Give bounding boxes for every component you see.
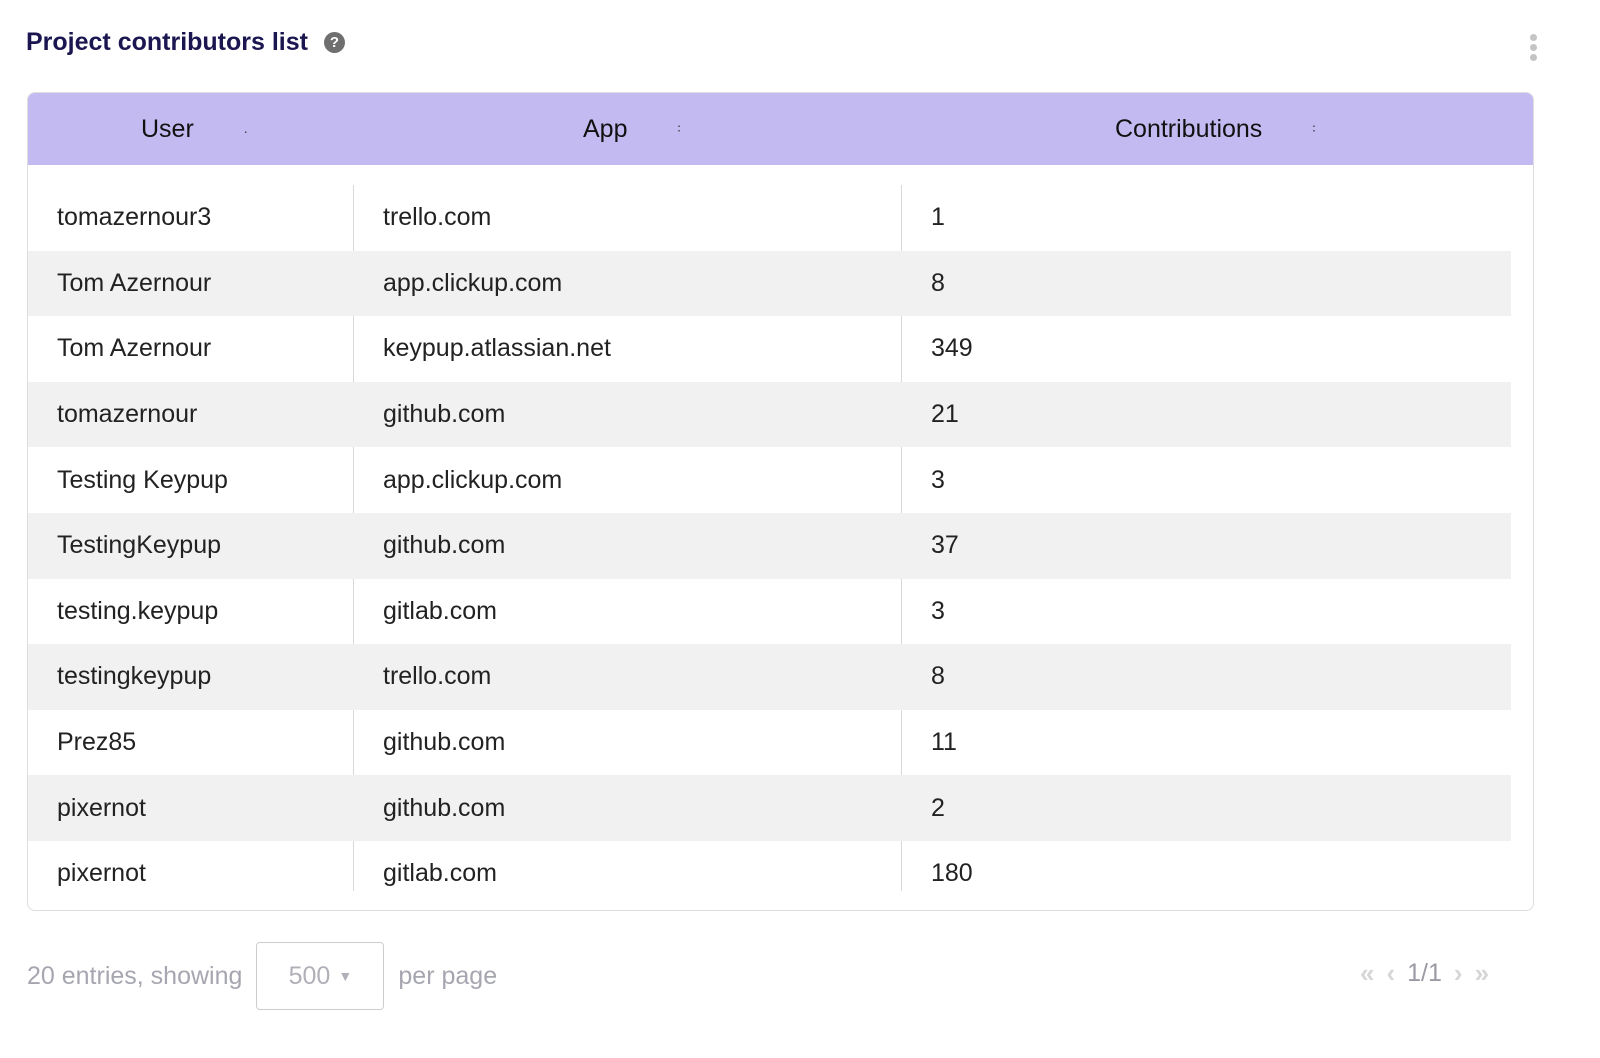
more-options-icon[interactable] xyxy=(1530,34,1537,61)
cell-contributions: 1 xyxy=(931,203,945,232)
table-row[interactable]: tomazernour3 trello.com 1 xyxy=(28,185,1511,251)
cell-contributions: 3 xyxy=(931,465,945,494)
cell-contributions: 8 xyxy=(931,268,945,297)
first-page-icon[interactable]: « xyxy=(1360,958,1375,988)
entries-count: 20 entries, showing xyxy=(27,961,243,990)
cell-app: github.com xyxy=(383,400,506,429)
cell-app: gitlab.com xyxy=(383,859,497,888)
table-row[interactable]: TestingKeypup github.com 37 xyxy=(28,512,1511,579)
table-header: User ․ App ∶ Contributions ∶ xyxy=(28,93,1533,165)
cell-app: gitlab.com xyxy=(383,596,497,625)
column-header-contributions[interactable]: Contributions ∶ xyxy=(1115,93,1315,165)
per-page-value: 500 xyxy=(288,961,331,990)
cell-contributions: 11 xyxy=(931,728,957,757)
page-title: Project contributors list ? xyxy=(26,28,345,57)
cell-user: Prez85 xyxy=(57,728,137,757)
pagination-footer: 20 entries, showing 500 ▼ per page xyxy=(27,942,497,1010)
next-page-icon[interactable]: › xyxy=(1453,958,1463,988)
pager: « ‹ 1/1 › » xyxy=(1360,958,1489,989)
column-label: App xyxy=(583,114,628,143)
column-header-user[interactable]: User ․ xyxy=(141,93,248,165)
cell-user: pixernot xyxy=(57,859,146,888)
table-row[interactable]: pixernot github.com 2 xyxy=(28,775,1511,841)
table-row[interactable]: Tom Azernour app.clickup.com 8 xyxy=(28,250,1511,317)
cell-app: github.com xyxy=(383,728,506,757)
cell-app: app.clickup.com xyxy=(383,268,563,297)
cell-app: github.com xyxy=(383,793,506,822)
cell-app: github.com xyxy=(383,531,506,560)
title-text: Project contributors list xyxy=(26,28,308,56)
cell-contributions: 349 xyxy=(931,334,973,363)
help-icon[interactable]: ? xyxy=(323,32,345,53)
table-row[interactable]: testingkeypup trello.com 8 xyxy=(28,644,1511,710)
cell-app: keypup.atlassian.net xyxy=(383,334,611,363)
cell-user: Tom Azernour xyxy=(57,334,212,363)
table-row[interactable]: tomazernour github.com 21 xyxy=(28,381,1511,448)
table-row[interactable]: Testing Keypup app.clickup.com 3 xyxy=(28,447,1511,513)
cell-user: tomazernour xyxy=(57,400,198,429)
per-page-select[interactable]: 500 ▼ xyxy=(256,942,385,1010)
sort-icon[interactable]: ∶ xyxy=(1312,122,1316,136)
cell-app: trello.com xyxy=(383,203,492,232)
table-row[interactable]: testing.keypup gitlab.com 3 xyxy=(28,579,1511,645)
per-page-label: per page xyxy=(398,961,498,990)
sort-icon[interactable]: ∶ xyxy=(677,122,681,136)
cell-app: trello.com xyxy=(383,662,492,691)
last-page-icon[interactable]: » xyxy=(1474,958,1490,988)
cell-contributions: 2 xyxy=(931,793,945,822)
cell-user: Tom Azernour xyxy=(57,268,212,297)
sort-icon[interactable]: ․ xyxy=(243,122,248,136)
caret-down-icon: ▼ xyxy=(338,968,353,984)
table-row[interactable]: pixernot gitlab.com 180 xyxy=(28,841,1511,907)
cell-user: TestingKeypup xyxy=(57,531,222,560)
cell-user: testingkeypup xyxy=(57,662,212,691)
column-header-app[interactable]: App ∶ xyxy=(583,93,681,165)
table-row[interactable]: Tom Azernour keypup.atlassian.net 349 xyxy=(28,316,1511,382)
cell-contributions: 8 xyxy=(931,662,945,691)
cell-contributions: 37 xyxy=(931,531,959,560)
cell-user: pixernot xyxy=(57,793,146,822)
prev-page-icon[interactable]: ‹ xyxy=(1386,958,1396,988)
table-body: tomazernour3 trello.com 1 Tom Azernour app.c… xyxy=(28,185,1511,907)
column-label: Contributions xyxy=(1115,114,1263,143)
column-label: User xyxy=(141,114,194,143)
cell-user: testing.keypup xyxy=(57,596,219,625)
cell-app: app.clickup.com xyxy=(383,465,563,494)
cell-contributions: 180 xyxy=(931,859,973,888)
table-row[interactable]: Prez85 github.com 11 xyxy=(28,710,1511,776)
cell-contributions: 21 xyxy=(931,400,959,429)
cell-user: Testing Keypup xyxy=(57,465,228,494)
contributors-table: User ․ App ∶ Contributions ∶ tomazernour3 tr… xyxy=(27,92,1534,911)
page-indicator: 1/1 xyxy=(1407,959,1442,987)
cell-user: tomazernour3 xyxy=(57,203,212,232)
cell-contributions: 3 xyxy=(931,596,945,625)
